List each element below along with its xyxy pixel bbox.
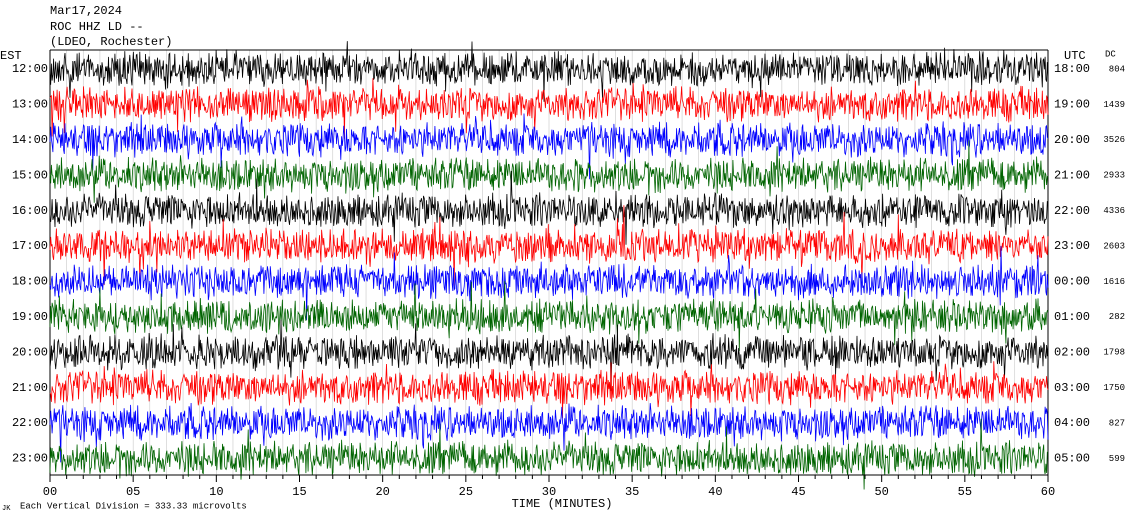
x-tick-label: 50 [874,485,888,499]
trace [49,361,1049,419]
est-label: 13:00 [12,98,48,112]
x-tick-label: 55 [958,485,972,499]
est-label: 12:00 [12,62,48,76]
trace [49,281,1049,352]
utc-label: 22:00 [1054,204,1090,218]
x-tick-label: 10 [209,485,223,499]
dc-value: 2603 [1103,241,1125,251]
corner: JK [2,505,11,513]
est-label: 17:00 [12,239,48,253]
trace [49,319,1049,392]
dc-value: 1439 [1103,100,1125,110]
right-axis-title: UTC [1064,49,1086,63]
scale-note: Each Vertical Division = 333.33 microvol… [20,501,247,511]
x-tick-label: 30 [542,485,556,499]
dc-value: 827 [1109,418,1125,428]
utc-label: 23:00 [1054,239,1090,253]
est-label: 15:00 [12,168,48,182]
dc-value: 4336 [1103,206,1125,216]
dc-value: 1616 [1103,277,1125,287]
utc-label: 03:00 [1054,381,1090,395]
trace [49,41,1049,102]
dc-value: 282 [1109,312,1125,322]
est-label: 22:00 [12,416,48,430]
dc-value: 599 [1109,454,1125,464]
date: Mar17,2024 [50,4,122,18]
trace [49,78,1049,139]
x-tick-label: 05 [126,485,140,499]
trace [49,402,1049,463]
est-label: 18:00 [12,275,48,289]
est-label: 23:00 [12,452,48,466]
utc-label: 05:00 [1054,452,1090,466]
trace [49,418,1049,490]
dc-value: 2933 [1103,171,1125,181]
utc-label: 21:00 [1054,168,1090,182]
utc-label: 19:00 [1054,98,1090,112]
utc-label: 04:00 [1054,416,1090,430]
trace [49,245,1049,321]
dc-title: DC [1105,49,1116,59]
dc-value: 1750 [1103,383,1125,393]
dc-value: 804 [1109,64,1125,74]
est-label: 16:00 [12,204,48,218]
x-tick-label: 25 [459,485,473,499]
x-axis-title: TIME (MINUTES) [512,497,613,511]
x-tick-label: 45 [791,485,805,499]
x-tick-label: 35 [625,485,639,499]
x-tick-label: 15 [292,485,306,499]
station: ROC HHZ LD -- [50,20,144,34]
utc-label: 02:00 [1054,345,1090,359]
x-tick-label: 20 [375,485,389,499]
utc-label: 18:00 [1054,62,1090,76]
trace [49,140,1049,203]
utc-label: 20:00 [1054,133,1090,147]
grid [49,50,1049,475]
trace [49,113,1049,180]
dc-value: 1798 [1103,348,1125,358]
location: (LDEO, Rochester) [50,35,172,49]
left-axis-title: EST [0,49,22,63]
est-label: 21:00 [12,381,48,395]
traces [49,41,1049,490]
trace [49,205,1049,286]
x-tick-label: 60 [1041,485,1055,499]
est-label: 19:00 [12,310,48,324]
est-label: 20:00 [12,345,48,359]
dc-value: 3526 [1103,135,1125,145]
x-tick-label: 40 [708,485,722,499]
utc-label: 00:00 [1054,275,1090,289]
utc-label: 01:00 [1054,310,1090,324]
est-label: 14:00 [12,133,48,147]
trace [49,170,1049,245]
x-tick-label: 00 [43,485,57,499]
